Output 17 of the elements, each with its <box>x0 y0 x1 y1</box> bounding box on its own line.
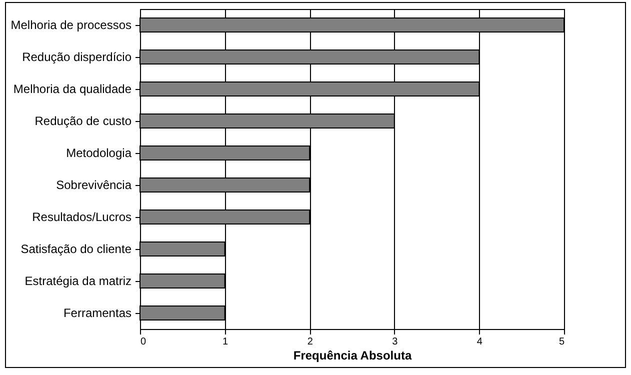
x-tick-label: 4 <box>476 336 483 348</box>
y-tick-label: Redução de custo <box>34 114 132 128</box>
y-tick-label: Estratégia da matriz <box>24 274 132 288</box>
y-tick-label: Metodologia <box>66 146 132 160</box>
x-tick-label: 2 <box>307 336 314 348</box>
y-tick-label: Satisfação do cliente <box>20 242 132 256</box>
y-tick-label: Redução disperdício <box>22 50 132 64</box>
y-tick-label: Melhoria da qualidade <box>13 82 132 96</box>
x-tick-label: 1 <box>222 336 229 348</box>
x-axis-title: Frequência Absoluta <box>293 348 412 362</box>
y-tick-label: Ferramentas <box>63 306 132 320</box>
y-tick-label: Resultados/Lucros <box>32 210 132 224</box>
y-tick-label: Melhoria de processos <box>10 18 132 32</box>
y-tick-label: Sobrevivência <box>56 178 132 192</box>
x-tick-label: 3 <box>392 336 398 348</box>
x-tick-label: 0 <box>140 336 146 348</box>
x-tick-label: 5 <box>558 336 565 348</box>
